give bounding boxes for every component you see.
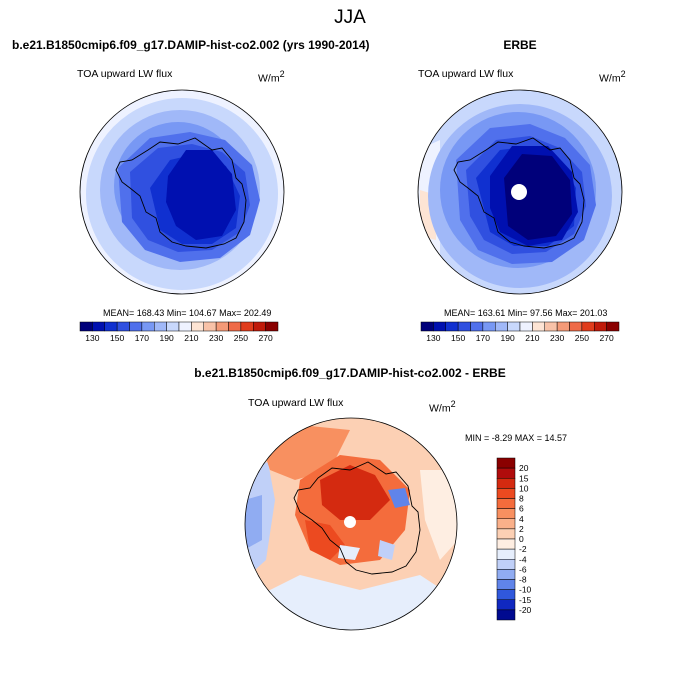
colorbar-diff-swatch: [496, 599, 516, 611]
colorbar-obs-tick-label: 270: [600, 333, 614, 343]
colorbar-obs-swatch: [457, 321, 471, 332]
colorbar-diff-swatch: [496, 559, 516, 570]
colorbar-model-swatch: [191, 321, 204, 332]
colorbar-obs: 130 150 170 190 210 230 250 270: [420, 321, 620, 343]
colorbar-diff-tick-label: -8: [519, 575, 527, 585]
colorbar-diff-tick-label: -4: [519, 554, 527, 564]
colorbar-diff-swatch: [496, 569, 516, 580]
colorbar-diff-tick-label: 20: [519, 463, 529, 473]
colorbar-diff-tick-label: -2: [519, 544, 527, 554]
colorbar-diff-tick-label: 10: [519, 483, 529, 493]
colorbar-obs-tick-label: 230: [550, 333, 564, 343]
colorbar-diff-swatch: [496, 508, 516, 519]
colorbar-obs-swatch: [544, 321, 558, 332]
variable-label-obs: TOA upward LW flux: [418, 68, 514, 80]
colorbar-diff-tick-label: 15: [519, 473, 529, 483]
colorbar-diff-tick-label: -15: [519, 595, 532, 605]
colorbar-diff-swatch: [496, 518, 516, 530]
colorbar-model-tick-label: 270: [259, 333, 273, 343]
colorbar-obs-tick-label: 170: [476, 333, 490, 343]
colorbar-diff-swatch: [496, 609, 516, 621]
panel-header-obs: ERBE: [503, 38, 537, 52]
units-label-model: W/m2: [258, 69, 285, 85]
colorbar-obs-tick-label: 210: [525, 333, 539, 343]
colorbar-obs-swatch: [606, 321, 620, 332]
colorbar-diff-tick-label: 4: [519, 514, 524, 524]
units-label-diff: W/m2: [429, 399, 456, 415]
colorbar-diff-swatch: [496, 538, 516, 550]
colorbar-obs-swatch: [519, 321, 533, 332]
colorbar-model-swatch: [240, 321, 254, 332]
colorbar-model-swatch: [79, 321, 93, 332]
colorbar-model-swatch: [228, 321, 242, 332]
colorbar-obs-swatch: [594, 321, 607, 332]
colorbar-model-tick-label: 150: [110, 333, 124, 343]
stats-diff: MIN = -8.29 MAX = 14.57: [465, 433, 568, 443]
colorbar-obs-swatch: [532, 321, 545, 332]
colorbar-model-swatch: [141, 321, 155, 332]
colorbar-model-swatch: [129, 321, 143, 332]
colorbar-obs-tick-label: 190: [501, 333, 515, 343]
polar-map-obs: [417, 89, 623, 295]
colorbar-model-tick-label: 230: [209, 333, 223, 343]
colorbar-diff-tick-label: -20: [519, 605, 532, 615]
colorbar-model-swatch: [178, 321, 192, 332]
variable-label-model: TOA upward LW flux: [77, 68, 173, 80]
colorbar-obs-tick-label: 130: [426, 333, 440, 343]
colorbar-obs-swatch: [495, 321, 508, 332]
colorbar-model-swatch: [116, 321, 130, 332]
colorbar-obs-swatch: [581, 321, 595, 332]
colorbar-model-swatch: [166, 321, 180, 332]
colorbar-diff-tick-label: -10: [519, 585, 532, 595]
polar-map-model: [79, 89, 285, 295]
colorbar-diff-swatch: [496, 589, 516, 600]
colorbar-model: 130 150 170 190 210 230 250 270: [79, 321, 279, 343]
colorbar-model-swatch: [154, 321, 167, 332]
colorbar-model-swatch: [92, 321, 105, 332]
colorbar-model-swatch: [265, 321, 279, 332]
colorbar-obs-swatch: [482, 321, 496, 332]
colorbar-diff-tick-label: 0: [519, 534, 524, 544]
colorbar-model-tick-label: 170: [135, 333, 149, 343]
colorbar-obs-swatch: [507, 321, 521, 332]
colorbar-model-swatch: [215, 321, 229, 332]
stats-obs: MEAN= 163.61 Min= 97.56 Max= 201.03: [444, 308, 608, 318]
colorbar-diff-swatch: [496, 528, 516, 540]
colorbar-obs-swatch: [433, 321, 446, 332]
units-label-obs: W/m2: [599, 69, 626, 85]
colorbar-model-swatch: [253, 321, 266, 332]
colorbar-model-swatch: [104, 321, 118, 332]
colorbar-model-tick-label: 210: [184, 333, 198, 343]
variable-label-diff: TOA upward LW flux: [248, 397, 344, 409]
colorbar-diff-swatch: [496, 488, 516, 499]
colorbar-obs-tick-label: 150: [451, 333, 465, 343]
colorbar-model-tick-label: 250: [234, 333, 248, 343]
colorbar-diff-tick-label: -6: [519, 564, 527, 574]
colorbar-model-tick-label: 190: [160, 333, 174, 343]
colorbar-diff-swatch: [496, 467, 516, 479]
colorbar-obs-swatch: [569, 321, 583, 332]
panel-header-diff: b.e21.B1850cmip6.f09_g17.DAMIP-hist-co2.…: [194, 366, 506, 380]
colorbar-model-swatch: [203, 321, 217, 332]
colorbar-obs-swatch: [470, 321, 484, 332]
polar-map-diff: [244, 417, 458, 631]
colorbar-diff-swatch: [496, 457, 516, 469]
colorbar-diff-swatch: [496, 478, 516, 489]
colorbar-diff-tick-label: 6: [519, 504, 524, 514]
stats-model: MEAN= 168.43 Min= 104.67 Max= 202.49: [103, 308, 272, 318]
colorbar-obs-swatch: [556, 321, 570, 332]
colorbar-diff-tick-label: 2: [519, 524, 524, 534]
panel-header-model: b.e21.B1850cmip6.f09_g17.DAMIP-hist-co2.…: [12, 38, 370, 52]
colorbar-obs-swatch: [445, 321, 459, 332]
colorbar-diff-swatch: [496, 579, 516, 590]
colorbar-diff-swatch: [496, 498, 516, 509]
colorbar-diff-swatch: [496, 548, 516, 560]
colorbar-diff-tick-label: 8: [519, 494, 524, 504]
page-title: JJA: [334, 7, 366, 28]
colorbar-model-tick-label: 130: [85, 333, 99, 343]
colorbar-obs-tick-label: 250: [575, 333, 589, 343]
colorbar-obs-swatch: [420, 321, 434, 332]
